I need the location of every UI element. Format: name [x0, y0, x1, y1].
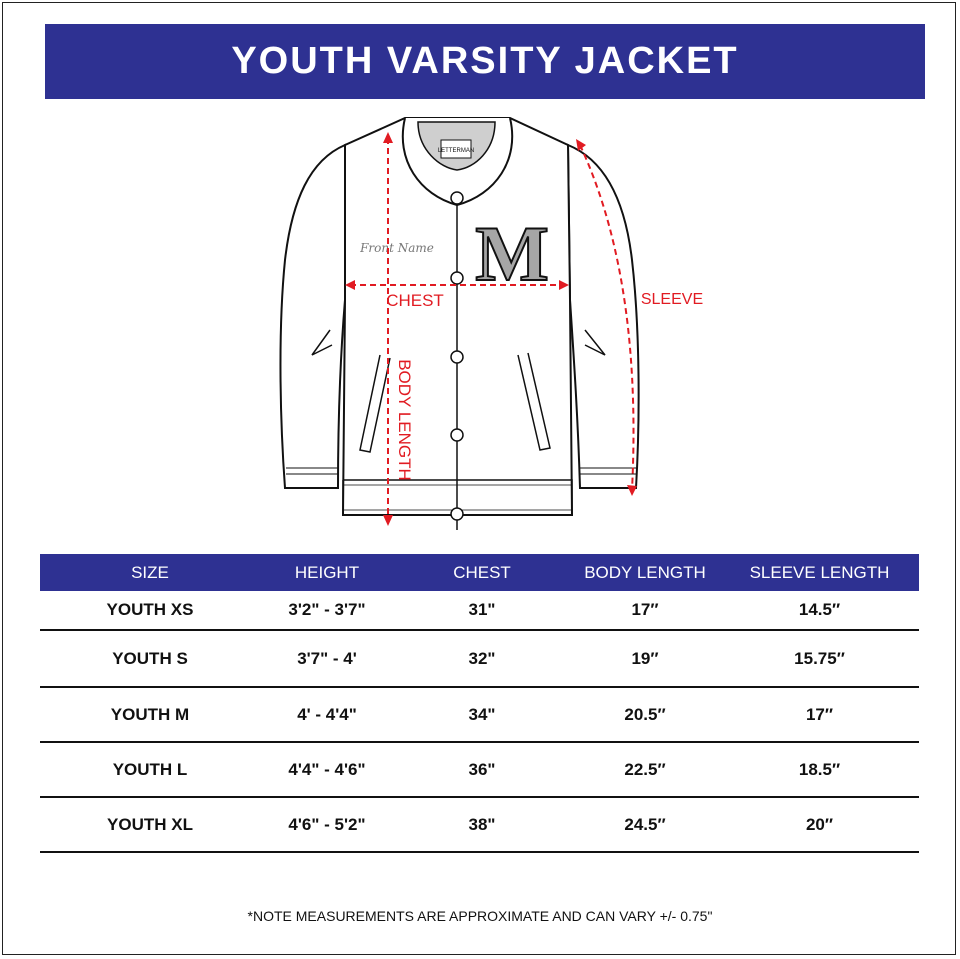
- cell-height: 4'6" - 5'2": [288, 814, 366, 834]
- table-row: YOUTH L 4'4" - 4'6" 36" 22.5″ 18.5″: [40, 743, 919, 798]
- table-header: SIZE HEIGHT CHEST BODY LENGTH SLEEVE LEN…: [40, 554, 919, 591]
- cell-chest: 31": [468, 600, 496, 619]
- header-body-length: BODY LENGTH: [584, 562, 706, 582]
- cell-body-length: 22.5″: [624, 759, 666, 779]
- cell-chest: 38": [468, 814, 496, 834]
- cell-chest: 34": [468, 704, 496, 724]
- cell-sleeve-length: 18.5″: [798, 759, 841, 779]
- button: [450, 428, 464, 442]
- cell-chest: 36": [468, 759, 496, 779]
- button: [450, 507, 464, 521]
- jacket-diagram: LETTERMAN M Front Name CHEST SLEEVE BODY…: [279, 117, 703, 530]
- cell-height: 3'2" - 3'7": [288, 600, 366, 619]
- cell-size: YOUTH M: [110, 704, 190, 724]
- header-sleeve-length: SLEEVE LENGTH: [749, 562, 890, 582]
- cell-body-length: 17″: [631, 600, 659, 619]
- chest-label: CHEST: [386, 291, 444, 310]
- chest-letter: M: [475, 210, 549, 297]
- cell-sleeve-length: 14.5″: [798, 600, 841, 619]
- cell-body-length: 19″: [631, 648, 659, 668]
- table-row: YOUTH XL 4'6" - 5'2" 38" 24.5″ 20″: [40, 798, 919, 853]
- cell-sleeve-length: 15.75″: [794, 648, 845, 668]
- cell-height: 3'7" - 4': [297, 648, 357, 668]
- cell-size: YOUTH XS: [106, 600, 194, 619]
- cell-height: 4' - 4'4": [297, 704, 357, 724]
- cell-size: YOUTH XL: [107, 814, 193, 834]
- measurement-note: *NOTE MEASUREMENTS ARE APPROXIMATE AND C…: [247, 908, 713, 924]
- button: [450, 350, 464, 364]
- body-length-label: BODY LENGTH: [395, 359, 414, 481]
- cell-size: YOUTH S: [112, 648, 188, 668]
- sleeve-measure-line: [579, 144, 635, 491]
- right-sleeve: [566, 143, 640, 489]
- left-sleeve: [279, 143, 346, 489]
- button: [450, 271, 464, 285]
- cell-size: YOUTH L: [112, 759, 188, 779]
- cell-height: 4'4" - 4'6": [288, 759, 366, 779]
- table-row: YOUTH XS 3'2" - 3'7" 31" 17″ 14.5″: [40, 591, 919, 631]
- front-name-text: Front Name: [359, 241, 434, 255]
- cell-sleeve-length: 17″: [805, 704, 834, 724]
- cell-chest: 32": [468, 648, 496, 668]
- header-size: SIZE: [131, 562, 169, 582]
- svg-text:LETTERMAN: LETTERMAN: [438, 148, 474, 154]
- table-row: YOUTH M 4' - 4'4" 34" 20.5″ 17″: [40, 688, 919, 743]
- cell-sleeve-length: 20″: [805, 814, 834, 834]
- sleeve-label: SLEEVE: [641, 291, 703, 308]
- cell-body-length: 24.5″: [624, 814, 666, 834]
- page-title: YOUTH VARSITY JACKET: [45, 24, 925, 99]
- header-chest: CHEST: [453, 562, 511, 582]
- table-row: YOUTH S 3'7" - 4' 32" 19″ 15.75″: [40, 631, 919, 688]
- cell-body-length: 20.5″: [624, 704, 666, 724]
- size-table: SIZE HEIGHT CHEST BODY LENGTH SLEEVE LEN…: [40, 554, 919, 853]
- button: [450, 191, 464, 205]
- header-height: HEIGHT: [294, 562, 360, 582]
